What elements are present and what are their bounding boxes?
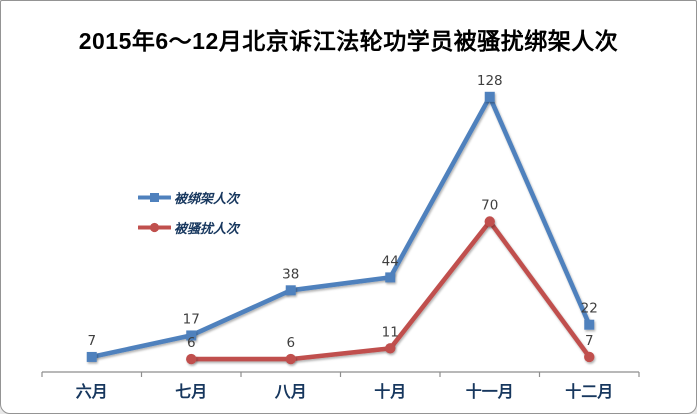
legend-item-harassed: 被骚扰人次 bbox=[138, 218, 239, 237]
data-label: 7 bbox=[585, 333, 594, 349]
data-label: 128 bbox=[477, 73, 503, 89]
data-point-marker-square bbox=[285, 285, 296, 296]
data-point-marker-square bbox=[484, 91, 495, 102]
legend-label-kidnapped: 被绑架人次 bbox=[174, 192, 240, 207]
chart-title: 2015年6～12月北京诉江法轮功学员被骚扰绑架人次 bbox=[78, 28, 619, 54]
chart-legend: 被绑架人次 被骚扰人次 bbox=[138, 188, 239, 237]
x-axis: 六月 七月 八月 十月 十一月 十二月 bbox=[41, 371, 640, 401]
data-point-marker-square bbox=[584, 319, 595, 330]
data-labels-layer: 7 17 38 44 128 22 6 6 11 70 7 bbox=[87, 73, 597, 351]
data-point-marker-circle bbox=[584, 351, 595, 363]
x-axis-label: 六月 bbox=[76, 382, 108, 401]
series-line-0 bbox=[89, 94, 592, 360]
data-point-marker-square bbox=[186, 330, 197, 341]
data-label: 11 bbox=[382, 324, 399, 340]
x-axis-label: 十月 bbox=[374, 382, 406, 401]
data-label: 22 bbox=[581, 301, 598, 317]
legend-item-kidnapped: 被绑架人次 bbox=[138, 188, 239, 207]
x-axis-label: 八月 bbox=[274, 382, 307, 401]
data-label: 44 bbox=[382, 253, 399, 269]
data-point-marker-square bbox=[385, 272, 396, 283]
data-point-marker-circle bbox=[186, 353, 197, 365]
x-axis-label: 十二月 bbox=[565, 382, 613, 401]
x-axis-label: 七月 bbox=[175, 382, 207, 401]
series-layer bbox=[86, 91, 595, 365]
data-label: 6 bbox=[187, 335, 196, 351]
legend-label-harassed: 被骚扰人次 bbox=[174, 222, 240, 237]
data-point-marker-circle bbox=[285, 353, 296, 365]
data-label: 38 bbox=[282, 266, 299, 282]
legend-swatch-square-line-icon bbox=[138, 193, 171, 202]
data-label: 70 bbox=[481, 198, 498, 214]
x-axis-label: 十一月 bbox=[466, 382, 514, 401]
data-label: 7 bbox=[87, 333, 96, 349]
data-point-marker-square bbox=[86, 351, 97, 362]
data-point-marker-circle bbox=[385, 343, 396, 354]
data-label: 17 bbox=[183, 311, 200, 327]
legend-swatch-circle-line-icon bbox=[138, 222, 171, 233]
data-label: 6 bbox=[286, 335, 295, 351]
data-point-marker-circle bbox=[484, 216, 495, 227]
